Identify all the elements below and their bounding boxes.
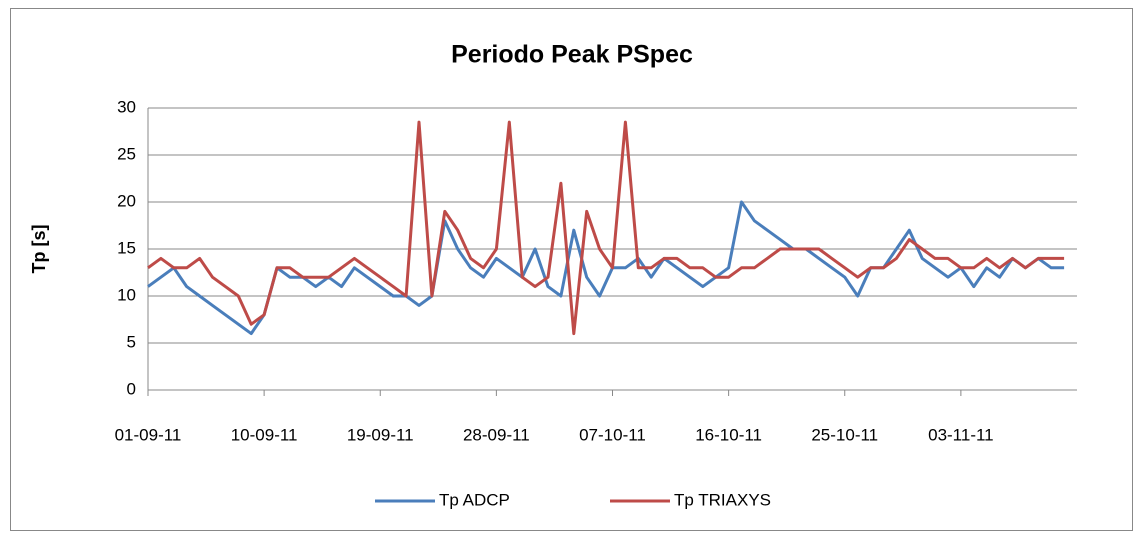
y-tick-label: 0 (127, 379, 136, 398)
series-line (147, 120, 1065, 336)
y-tick-label: 25 (117, 144, 136, 163)
y-tick-label: 10 (117, 285, 136, 304)
y-tick-label: 15 (117, 238, 136, 257)
x-tick-label: 19-09-11 (347, 425, 414, 444)
chart-border (10, 8, 1133, 531)
y-tick-label: 30 (117, 97, 136, 116)
x-tick-label: 16-10-11 (695, 425, 762, 444)
x-tick-label: 01-09-11 (115, 425, 182, 444)
x-tick-label: 10-09-11 (231, 425, 298, 444)
chart-title: Periodo Peak PSpec (451, 41, 693, 69)
y-axis-label: Tp [s] (29, 225, 49, 274)
legend-label: Tp TRIAXYS (674, 490, 771, 509)
x-tick-label: 03-11-11 (928, 425, 994, 444)
x-tick-label: 07-10-11 (579, 425, 646, 444)
x-tick-label: 25-10-11 (811, 425, 878, 444)
legend-label: Tp ADCP (439, 490, 510, 509)
y-tick-label: 5 (127, 332, 136, 351)
y-tick-label: 20 (117, 191, 136, 210)
x-tick-label: 28-09-11 (463, 425, 530, 444)
